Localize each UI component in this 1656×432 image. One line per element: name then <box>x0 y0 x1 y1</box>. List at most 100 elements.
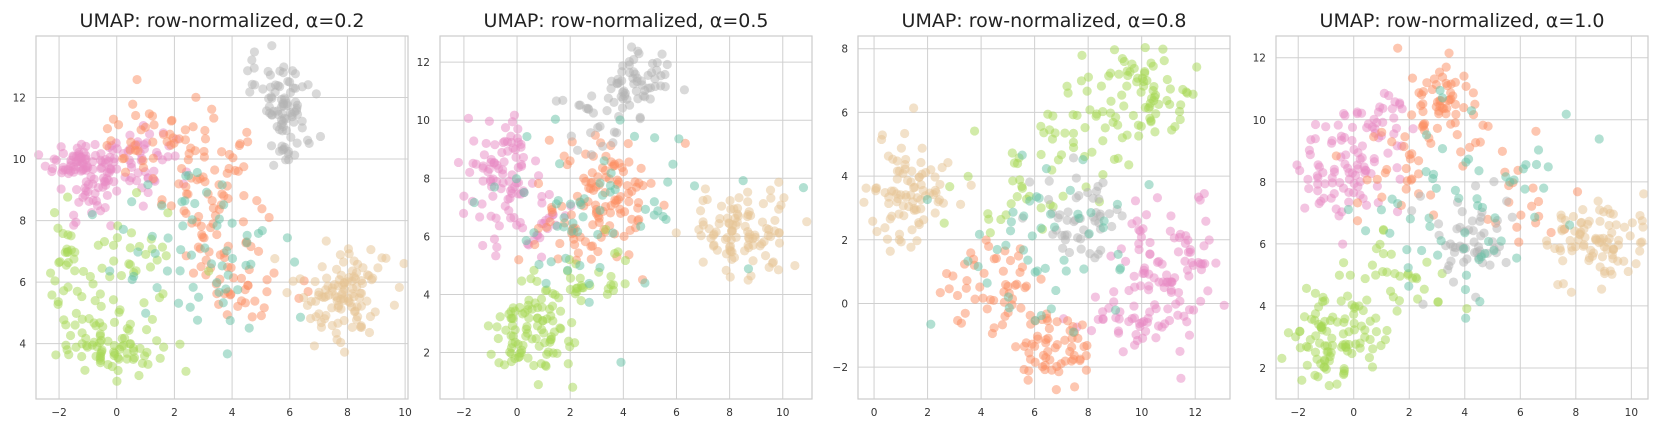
scatter-point <box>674 134 684 144</box>
y-tick-label: 2 <box>1259 363 1266 375</box>
scatter-point <box>1333 120 1343 130</box>
scatter-point <box>515 348 525 358</box>
scatter-point <box>143 180 153 190</box>
scatter-point <box>1316 321 1326 332</box>
scatter-point <box>1170 122 1180 132</box>
scatter-point <box>138 162 149 173</box>
scatter-point <box>321 236 331 246</box>
scatter-point <box>1079 341 1089 352</box>
scatter-point <box>573 248 583 258</box>
scatter-point <box>984 241 994 251</box>
scatter-point <box>117 333 127 344</box>
scatter-point <box>1040 360 1050 370</box>
scatter-point <box>1533 196 1544 207</box>
scatter-point <box>1063 88 1073 98</box>
scatter-point <box>161 251 171 261</box>
scatter-point <box>1530 212 1540 222</box>
scatter-point <box>770 215 780 226</box>
scatter-point <box>289 107 300 117</box>
scatter-point <box>106 221 116 231</box>
scatter-point <box>1338 239 1348 249</box>
scatter-point <box>58 148 69 159</box>
scatter-point <box>529 228 539 238</box>
scatter-point <box>1404 281 1414 291</box>
scatter-point <box>646 178 656 188</box>
scatter-point <box>1043 109 1053 119</box>
scatter-point <box>698 220 708 230</box>
scatter-point <box>126 159 136 169</box>
scatter-point <box>469 197 479 208</box>
scatter-point <box>1123 70 1133 81</box>
scatter-point <box>257 204 267 214</box>
scatter-point <box>1546 227 1556 238</box>
scatter-point <box>790 260 800 271</box>
scatter-point <box>1392 163 1402 173</box>
scatter-point <box>1076 244 1086 254</box>
scatter-point <box>773 265 784 275</box>
scatter-point <box>609 127 619 137</box>
scatter-point <box>1441 78 1451 88</box>
scatter-point <box>259 303 269 313</box>
scatter-point <box>892 174 902 184</box>
scatter-point <box>144 129 155 139</box>
y-tick-label: 6 <box>841 107 848 119</box>
scatter-point <box>174 134 184 144</box>
panel-2: −2 0 2 4 6 8 10 2 4 6 8 10 12 UMAP: row-normalized, α… <box>417 10 813 419</box>
scatter-point <box>1326 138 1337 148</box>
scatter-point <box>885 246 895 256</box>
scatter-point <box>1475 296 1485 307</box>
scatter-point <box>1376 340 1386 351</box>
scatter-point <box>696 230 706 241</box>
scatter-point <box>1364 353 1375 363</box>
scatter-point <box>1159 282 1169 293</box>
scatter-point <box>586 178 596 188</box>
scatter-point <box>199 152 209 162</box>
scatter-point <box>647 58 658 69</box>
scatter-point <box>175 266 185 276</box>
axes-frame <box>857 35 1231 400</box>
scatter-point <box>727 247 737 257</box>
scatter-point <box>1117 53 1128 64</box>
scatter-point <box>219 191 229 201</box>
x-tick-label: −2 <box>51 407 66 419</box>
scatter-point <box>282 233 292 243</box>
scatter-point <box>1159 56 1169 66</box>
scatter-point <box>511 152 521 162</box>
scatter-point <box>892 156 902 166</box>
scatter-point <box>1283 328 1294 338</box>
y-tick-label: 2 <box>841 235 848 247</box>
x-tick-label: 0 <box>514 407 521 419</box>
scatter-point <box>1331 204 1341 214</box>
scatter-point <box>224 163 234 174</box>
scatter-point <box>533 379 543 390</box>
scatter-point <box>1091 186 1102 196</box>
scatter-point <box>1128 110 1138 121</box>
scatter-point <box>522 131 532 142</box>
scatter-point <box>620 88 630 98</box>
scatter-point <box>517 276 527 286</box>
scatter-point <box>204 266 214 276</box>
scatter-point <box>187 215 197 225</box>
scatter-point <box>165 129 175 139</box>
scatter-point <box>262 287 272 297</box>
scatter-point <box>1417 245 1427 256</box>
scatter-point <box>1607 250 1617 260</box>
scatter-point <box>978 293 988 303</box>
scatter-point <box>900 159 910 170</box>
scatter-point <box>1084 229 1094 239</box>
scatter-point <box>1343 291 1353 301</box>
scatter-point <box>77 351 87 362</box>
scatter-point <box>243 137 253 147</box>
scatter-point <box>1153 321 1164 331</box>
scatter-point <box>1023 255 1033 265</box>
scatter-point <box>584 297 594 307</box>
scatter-point <box>1182 88 1192 98</box>
scatter-point <box>1461 157 1471 167</box>
scatter-point <box>1145 249 1155 259</box>
scatter-point <box>303 80 313 90</box>
scatter-point <box>112 233 122 243</box>
scatter-point <box>278 117 288 127</box>
scatter-point <box>1340 110 1350 121</box>
scatter-point <box>1363 119 1373 129</box>
scatter-point <box>555 159 565 169</box>
